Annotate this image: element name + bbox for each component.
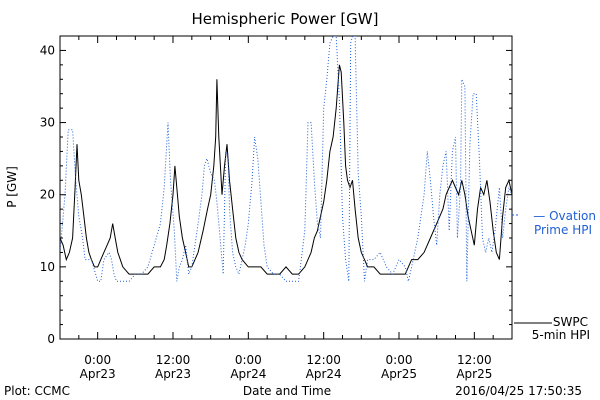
x-tick-label-time: 0:00 — [386, 353, 413, 367]
legend-swpc-line2: 5-min HPI — [532, 328, 590, 342]
x-tick-label-date: Apr25 — [456, 367, 492, 381]
x-tick-label-date: Apr24 — [230, 367, 266, 381]
x-tick-label-time: 0:00 — [235, 353, 262, 367]
x-tick-label-time: 12:00 — [156, 353, 191, 367]
series-swpc-line — [60, 64, 512, 275]
series-ovation-line — [60, 36, 512, 282]
x-tick-label-date: Apr23 — [80, 367, 116, 381]
legend-swpc-line1: SWPC — [553, 315, 588, 329]
y-tick-label: 20 — [40, 188, 55, 202]
x-tick-label-date: Apr23 — [155, 367, 191, 381]
y-axis-label: P [GW] — [5, 166, 19, 208]
x-axis-label: Date and Time — [243, 384, 331, 398]
y-axis-ticks: 0 10 20 30 40 — [40, 35, 512, 346]
footer-left: Plot: CCMC — [4, 384, 70, 398]
chart-title: Hemispheric Power [GW] — [192, 10, 379, 28]
x-tick-label-time: 0:00 — [84, 353, 111, 367]
x-tick-label-date: Apr25 — [381, 367, 417, 381]
footer-right: 2016/04/25 17:50:35 — [455, 384, 582, 398]
legend-ovation-line2: Prime HPI — [534, 223, 592, 237]
y-tick-label: 0 — [47, 332, 55, 346]
y-tick-label: 30 — [40, 116, 55, 130]
y-tick-label: 10 — [40, 260, 55, 274]
x-tick-label-time: 12:00 — [306, 353, 341, 367]
x-tick-label-time: 12:00 — [457, 353, 492, 367]
plot-area — [59, 35, 513, 340]
x-tick-label-date: Apr24 — [306, 367, 342, 381]
legend-ovation-line1: — Ovation — [533, 209, 596, 223]
plot-frame — [59, 35, 513, 340]
y-tick-label: 40 — [40, 43, 55, 57]
x-axis-ticks: 0:00Apr2312:00Apr230:00Apr2412:00Apr240:… — [59, 36, 513, 381]
